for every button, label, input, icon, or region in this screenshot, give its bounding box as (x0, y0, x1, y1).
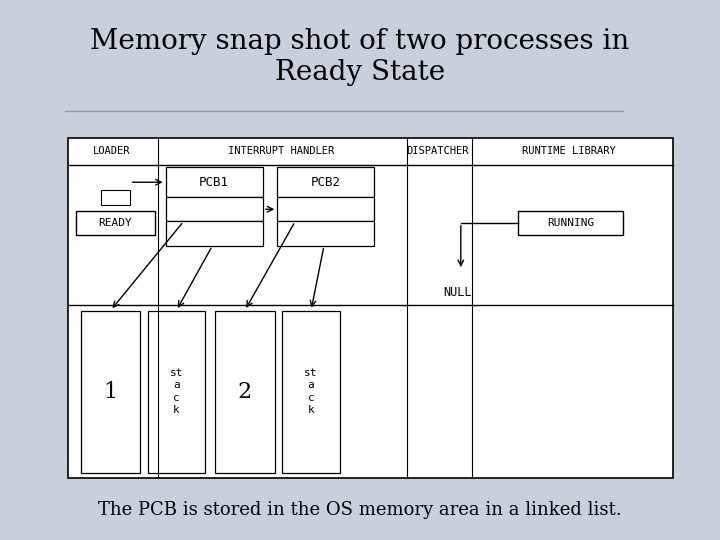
Text: PCB2: PCB2 (311, 176, 341, 189)
Bar (277, 221, 374, 246)
Text: RUNNING: RUNNING (547, 218, 594, 228)
Text: st
a
c
k: st a c k (170, 368, 183, 415)
Text: DISPATCHER: DISPATCHER (407, 146, 469, 156)
Bar (148, 310, 205, 472)
Bar (166, 197, 263, 221)
Bar (81, 310, 140, 472)
Text: PCB1: PCB1 (199, 176, 229, 189)
Text: st
a
c
k: st a c k (305, 368, 318, 415)
Text: READY: READY (99, 218, 132, 228)
Bar (282, 310, 340, 472)
Bar (166, 167, 263, 197)
Text: The PCB is stored in the OS memory area in a linked list.: The PCB is stored in the OS memory area … (98, 501, 622, 519)
Bar (215, 310, 275, 472)
Text: INTERRUPT HANDLER: INTERRUPT HANDLER (228, 146, 334, 156)
Text: 1: 1 (104, 381, 117, 402)
Bar (76, 211, 155, 235)
Text: 2: 2 (238, 381, 252, 402)
Bar (277, 167, 374, 197)
Bar (101, 190, 130, 205)
Text: RUNTIME LIBRARY: RUNTIME LIBRARY (522, 146, 616, 156)
Text: LOADER: LOADER (93, 146, 130, 156)
Text: Memory snap shot of two processes in
Ready State: Memory snap shot of two processes in Rea… (91, 28, 629, 86)
Bar (518, 211, 623, 235)
Bar (166, 221, 263, 246)
Bar (277, 197, 374, 221)
Bar (68, 138, 673, 478)
Text: NULL: NULL (443, 286, 472, 299)
